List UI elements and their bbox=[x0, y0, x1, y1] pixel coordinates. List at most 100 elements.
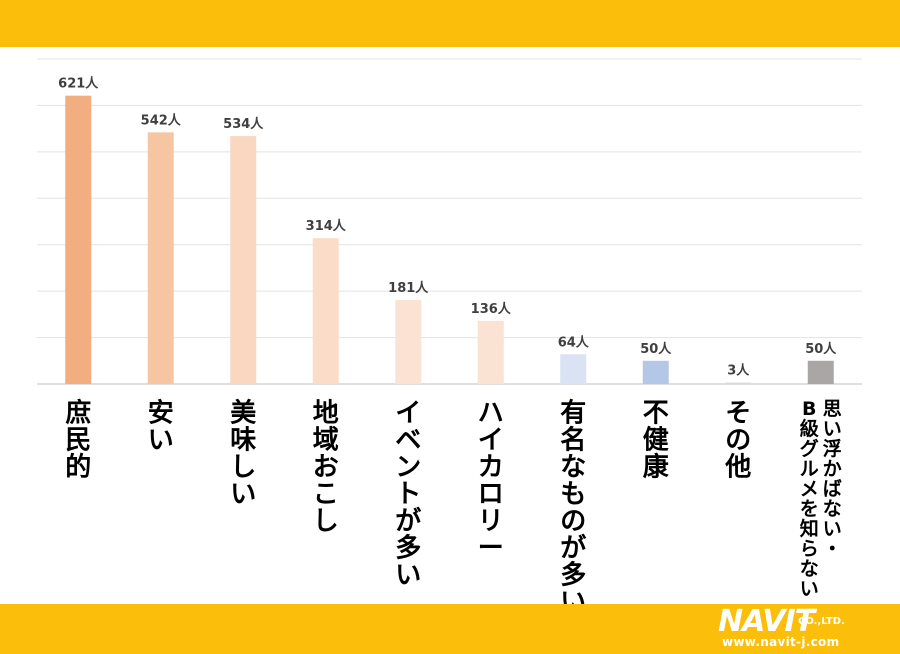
data-label: 314人 bbox=[306, 218, 347, 234]
bar bbox=[147, 132, 174, 384]
category-label-char: 他 bbox=[724, 452, 751, 482]
category-label-char: 思 bbox=[823, 398, 842, 420]
category-label-char: グ bbox=[800, 437, 819, 460]
data-label: 3人 bbox=[727, 363, 750, 379]
bar bbox=[807, 360, 834, 384]
category-label-char: の bbox=[560, 506, 586, 536]
category-label-char: リ bbox=[478, 506, 504, 536]
category-label-char: 多 bbox=[395, 533, 421, 563]
category-label-char: し bbox=[230, 452, 256, 482]
category-label-char: ば bbox=[823, 478, 842, 500]
data-label: 50人 bbox=[640, 341, 672, 357]
category-labels: 庶民的安い美味しい地域おこしイベントが多いハイカロリー有名なものが多い不健康その… bbox=[65, 397, 842, 604]
category-label-char: 名 bbox=[560, 424, 586, 455]
category-label-char: な bbox=[560, 452, 586, 482]
category-label-char: 味 bbox=[230, 425, 256, 455]
category-label-char: 美 bbox=[230, 397, 256, 428]
category-label-char: い bbox=[800, 578, 819, 600]
category-label-char: 地 bbox=[313, 398, 339, 428]
category-label-char: ー bbox=[478, 533, 504, 563]
category-label-char: 不 bbox=[643, 398, 669, 428]
bar bbox=[725, 382, 752, 384]
category-label-char: ロ bbox=[478, 479, 504, 509]
category-label-char: ン bbox=[395, 452, 421, 482]
category-label-char: ・ bbox=[823, 538, 842, 560]
category-label: 安い bbox=[148, 398, 174, 455]
category-label-char: が bbox=[560, 532, 586, 563]
category-label-char: そ bbox=[725, 398, 751, 428]
category-label-char: い bbox=[148, 425, 174, 455]
category-label-char: こ bbox=[313, 479, 339, 509]
category-label-char: 民 bbox=[65, 425, 91, 455]
category-label-char: い bbox=[560, 587, 586, 604]
category-label-char: 域 bbox=[313, 425, 339, 455]
category-label-char: い bbox=[823, 518, 842, 540]
category-label-char: 健 bbox=[643, 425, 669, 455]
category-label-char: ら bbox=[800, 538, 819, 560]
data-label: 534人 bbox=[223, 116, 264, 132]
bar bbox=[230, 136, 257, 384]
data-label: 181人 bbox=[388, 280, 429, 296]
top-banner bbox=[0, 0, 900, 47]
category-label-char: 康 bbox=[643, 451, 670, 482]
category-label-char: か bbox=[823, 458, 842, 480]
logo-url: www.navit-j.com bbox=[722, 635, 840, 649]
category-label-char: カ bbox=[478, 452, 504, 482]
data-label: 136人 bbox=[471, 301, 512, 317]
category-label-char: な bbox=[823, 498, 842, 520]
bar bbox=[312, 238, 339, 384]
category-label-char: い bbox=[823, 418, 842, 440]
category-label-char: お bbox=[313, 452, 339, 482]
category-label-char: を bbox=[800, 498, 819, 520]
category-label-char: 浮 bbox=[823, 437, 842, 460]
bars bbox=[65, 95, 834, 384]
category-label-char: イ bbox=[478, 425, 504, 455]
bar bbox=[560, 354, 587, 384]
category-label-char: な bbox=[800, 558, 819, 580]
bar bbox=[642, 360, 669, 384]
category-label-char: い bbox=[230, 479, 256, 509]
data-label: 50人 bbox=[805, 341, 837, 357]
category-label-char: 庶 bbox=[65, 397, 91, 428]
category-label-char: 安 bbox=[148, 398, 174, 428]
category-label-char: 知 bbox=[800, 517, 819, 540]
bottom-banner bbox=[0, 604, 900, 654]
category-label-char: 多 bbox=[560, 560, 586, 590]
bar bbox=[395, 299, 422, 384]
category-label-char: し bbox=[313, 506, 339, 536]
category-label: 庶民的 bbox=[65, 397, 91, 482]
category-label-char: B bbox=[802, 398, 816, 420]
category-label-char: が bbox=[395, 505, 421, 536]
category-label-char: い bbox=[395, 560, 421, 590]
category-label-char: ト bbox=[395, 479, 421, 509]
category-label-char: メ bbox=[800, 478, 819, 500]
category-label-char: ハ bbox=[478, 398, 504, 428]
company-logo: NAVIT CO.,LTD. www.navit-j.com bbox=[718, 606, 878, 650]
bar bbox=[477, 320, 504, 384]
logo-company: CO.,LTD. bbox=[798, 616, 845, 627]
bar bbox=[65, 95, 92, 384]
category-label-char: イ bbox=[395, 398, 421, 428]
category-label-char: 的 bbox=[65, 451, 91, 482]
category-label-char: ル bbox=[800, 458, 819, 480]
category-label-char: も bbox=[560, 479, 586, 509]
gridlines bbox=[37, 58, 862, 385]
category-label-char: ベ bbox=[395, 425, 421, 455]
value-labels: 621人 542人 534人 314人 181人 136人 64人 50人 3人 50人 bbox=[58, 76, 837, 379]
data-label: 64人 bbox=[558, 334, 590, 350]
category-label: その他 bbox=[724, 398, 751, 482]
category-label-char: の bbox=[725, 425, 751, 455]
data-label: 621人 bbox=[58, 76, 99, 92]
category-label: 不健康 bbox=[643, 398, 670, 482]
category-label-char: 有 bbox=[560, 398, 586, 428]
logo-brand: NAVIT bbox=[718, 604, 815, 639]
bar-chart: 621人 542人 534人 314人 181人 136人 64人 50人 3人 50人 庶民的 安… bbox=[37, 58, 862, 604]
category-label-char: 級 bbox=[800, 417, 819, 440]
